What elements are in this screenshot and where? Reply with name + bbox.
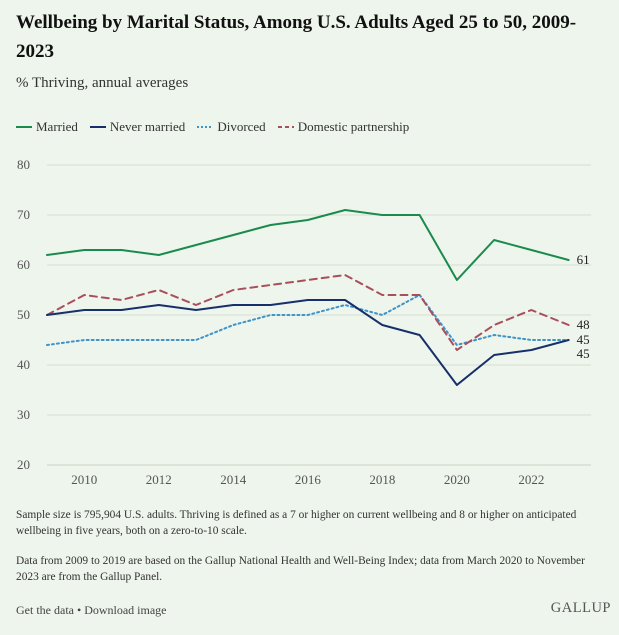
end-label-never-married: 45: [577, 332, 590, 347]
legend-swatch-married: [16, 126, 32, 128]
series-line-divorced: [46, 294, 570, 346]
y-tick-label-40: 40: [17, 357, 30, 372]
end-label-married: 61: [577, 252, 590, 267]
x-tick-label-2018: 2018: [369, 472, 395, 487]
series-line-domestic-partnership: [46, 274, 570, 351]
footer-links: Get the data • Download image: [16, 603, 167, 618]
chart-legend: Married Never married Divorced Domestic par…: [16, 119, 421, 135]
y-tick-label-30: 30: [17, 407, 30, 422]
legend-item-married: Married: [16, 119, 78, 135]
legend-swatch-divorced: [197, 126, 214, 128]
x-tick-label-2012: 2012: [146, 472, 172, 487]
end-label-domestic-partnership: 48: [577, 317, 590, 332]
x-tick-label-2022: 2022: [518, 472, 544, 487]
sample-note: Sample size is 795,904 U.S. adults. Thri…: [16, 509, 577, 537]
legend-label-domestic-partnership: Domestic partnership: [297, 119, 410, 134]
y-tick-label-60: 60: [17, 257, 30, 272]
download-image-link[interactable]: Download image: [84, 603, 167, 617]
x-tick-label-2010: 2010: [71, 472, 97, 487]
y-tick-label-70: 70: [17, 207, 30, 222]
chart-title: Wellbeing by Marital Status, Among U.S. …: [16, 12, 577, 62]
legend-item-domestic-partnership: Domestic partnership: [277, 119, 410, 135]
end-label-divorced: 45: [577, 346, 590, 361]
source-note: Data from 2009 to 2019 are based on the …: [16, 555, 585, 583]
y-tick-label-20: 20: [17, 457, 30, 472]
legend-label-married: Married: [36, 119, 78, 134]
x-tick-label-2016: 2016: [295, 472, 322, 487]
legend-swatch-never-married: [89, 126, 106, 128]
chart-subtitle: % Thriving, annual averages: [16, 75, 189, 91]
x-tick-label-2014: 2014: [220, 472, 247, 487]
legend-item-never-married: Never married: [89, 119, 186, 135]
legend-swatch-domestic-partnership: [277, 126, 294, 128]
gallup-logo: GALLUP: [550, 600, 611, 616]
series-line-never-married: [46, 299, 570, 386]
line-chart: 20 30 40 50 60 70 80 2010 2012 2014 2016 2018 2020 20…: [17, 157, 591, 487]
footer-separator: •: [73, 603, 85, 617]
get-data-link[interactable]: Get the data: [16, 603, 74, 617]
series-line-married: [46, 209, 570, 281]
y-tick-label-50: 50: [17, 307, 30, 322]
legend-label-never-married: Never married: [109, 119, 186, 134]
legend-item-divorced: Divorced: [197, 119, 266, 135]
legend-label-divorced: Divorced: [217, 119, 266, 134]
y-tick-label-80: 80: [17, 157, 30, 172]
x-tick-label-2020: 2020: [444, 472, 470, 487]
